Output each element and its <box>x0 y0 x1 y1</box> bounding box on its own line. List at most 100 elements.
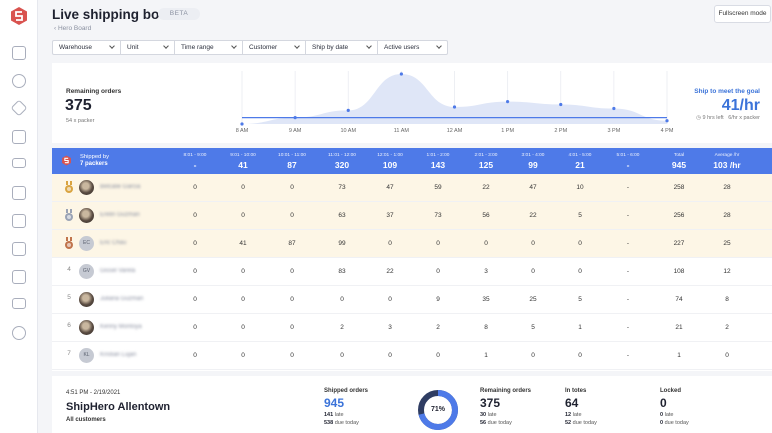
remaining-orders-value: 375 <box>65 97 92 114</box>
table-cell: 0 <box>290 324 294 331</box>
column-title: 5:01 - 6:00 <box>616 153 640 158</box>
stat-value: 375 <box>480 396 501 410</box>
chart-point <box>293 115 297 120</box>
filter-label: Active users <box>384 44 420 51</box>
table-cell: 37 <box>386 212 394 219</box>
x-tick-label: 12 AM <box>447 128 463 134</box>
table-cell: 0 <box>193 296 197 303</box>
barcode-icon[interactable] <box>12 130 26 144</box>
package-icon[interactable] <box>12 214 26 228</box>
shiphero-logo[interactable] <box>9 6 29 26</box>
back-link[interactable]: ‹ Hero Board <box>54 25 92 32</box>
table-cell: - <box>626 268 630 275</box>
printer-icon[interactable] <box>12 298 26 309</box>
table-row[interactable]: EC Eric Chau 0 41 87 99 0 0 0 0 0 - 227 25 <box>52 230 772 258</box>
table-cell: - <box>626 184 630 191</box>
x-tick-label: 3 PM <box>607 128 620 134</box>
fullscreen-button[interactable]: Fullscreen mode <box>714 5 771 23</box>
stat-label: In totes <box>565 388 587 394</box>
table-row[interactable]: 7 KL Kristian Lujan 0 0 0 0 0 0 1 0 0 - 1 0 <box>52 342 772 370</box>
table-cell: 73 <box>434 212 442 219</box>
table-row[interactable]: Belcalie Garcia 0 0 0 73 47 59 22 47 10 - 258 28 <box>52 174 772 202</box>
table-cell: 0 <box>340 296 344 303</box>
table-cell: 0 <box>290 268 294 275</box>
gauge-icon[interactable] <box>12 74 26 88</box>
stat-due-text: due today <box>487 420 512 426</box>
column-header: 5:01 - 6:00 - <box>604 153 652 170</box>
packer-count: 7 packers <box>80 161 108 167</box>
rank-number: 7 <box>67 350 71 357</box>
stat-label: Shipped orders <box>324 388 369 394</box>
shiphero-logo <box>62 155 71 166</box>
chart-point <box>346 108 350 113</box>
table-cell: 2 <box>340 324 344 331</box>
column-title: 1:01 - 2:00 <box>426 153 450 158</box>
medal-icon <box>65 209 73 221</box>
donut-fill <box>418 390 458 430</box>
table-cell: 47 <box>386 184 394 191</box>
table-cell: 10 <box>576 184 584 191</box>
table-cell: 0 <box>193 268 197 275</box>
table-cell: 1 <box>578 324 582 331</box>
boxes-icon[interactable] <box>12 186 26 200</box>
column-header: 10:01 - 11:00 87 <box>268 153 316 170</box>
table-row[interactable]: Erelin Guzman 0 0 0 63 37 73 56 22 5 - 256 28 <box>52 202 772 230</box>
table-cell: 0 <box>578 240 582 247</box>
table-cell: 0 <box>241 212 245 219</box>
chevron-down-icon <box>294 43 300 49</box>
filter-label: Warehouse <box>59 44 92 51</box>
table-cell: 12 <box>723 268 731 275</box>
table-row[interactable]: 5 Juliana Guzman 0 0 0 0 0 9 35 25 5 - 74 8 <box>52 286 772 314</box>
column-total: 143 <box>430 160 446 170</box>
stat-due: 0 due today <box>660 420 689 426</box>
bag-icon[interactable] <box>12 242 26 256</box>
filter-warehouse[interactable]: Warehouse <box>53 41 121 54</box>
clock-icon: ◷ <box>696 115 701 121</box>
truck-icon[interactable] <box>12 158 26 168</box>
stat-due-text: due today <box>572 420 597 426</box>
table-cell: 0 <box>193 352 197 359</box>
table-row[interactable]: 4 GV Gissel Varela 0 0 0 83 22 0 3 0 0 - 108 12 <box>52 258 772 286</box>
table-cell: 0 <box>436 240 440 247</box>
tag-icon[interactable] <box>10 99 28 117</box>
filter-unit[interactable]: Unit <box>121 41 175 54</box>
column-title: 3:01 - 4:00 <box>521 153 545 158</box>
page-title: Live shipping board <box>52 7 181 22</box>
donut-percent: 71% <box>430 406 445 413</box>
table-cell: 0 <box>388 296 392 303</box>
chevron-down-icon <box>231 43 237 49</box>
packer-name: Gissel Varela <box>100 268 136 274</box>
table-cell: 63 <box>338 212 346 219</box>
column-header: 3:01 - 4:00 99 <box>509 153 557 170</box>
chart-point <box>612 106 616 111</box>
report-icon[interactable] <box>12 270 26 284</box>
stat-due-text: due today <box>664 420 689 426</box>
avatar <box>79 292 94 307</box>
rank-number: 6 <box>67 322 71 329</box>
chart-point <box>559 102 563 107</box>
table-row[interactable]: 6 Kenny Montoya 0 0 0 2 3 2 8 5 1 - 21 2 <box>52 314 772 342</box>
stat-late-text: late <box>487 412 497 418</box>
filter-active-users[interactable]: Active users <box>378 41 447 54</box>
stat-due: 538 due today <box>324 420 368 426</box>
table-cell: 0 <box>241 296 245 303</box>
filter-time-range[interactable]: Time range <box>175 41 243 54</box>
shipped-by-title: Shipped by <box>80 154 110 160</box>
shipped-progress-donut <box>418 390 458 430</box>
chart-point <box>665 119 669 123</box>
avatar: GV <box>79 264 94 279</box>
dashboard-icon[interactable] <box>12 46 26 60</box>
column-total: 109 <box>382 160 398 170</box>
help-icon[interactable] <box>12 326 26 340</box>
chart-point <box>452 105 457 109</box>
table-cell: 0 <box>531 352 535 359</box>
shipping-trend-chart: 8 AM 9 AM 10 AM 11 AM 12 AM 1 PM 2 PM 3 PM 4 PM <box>236 71 674 134</box>
table-cell: 0 <box>193 212 197 219</box>
filter-ship-by-date[interactable]: Ship by date <box>306 41 378 54</box>
shipped-orders-stat: Shipped orders 945 141 late 538 due toda… <box>324 388 368 426</box>
rank-number: 4 <box>67 266 71 273</box>
filter-customer[interactable]: Customer <box>243 41 306 54</box>
packer-name: Juliana Guzman <box>100 296 144 302</box>
table-cell: 0 <box>436 352 440 359</box>
filter-label: Time range <box>181 44 214 51</box>
